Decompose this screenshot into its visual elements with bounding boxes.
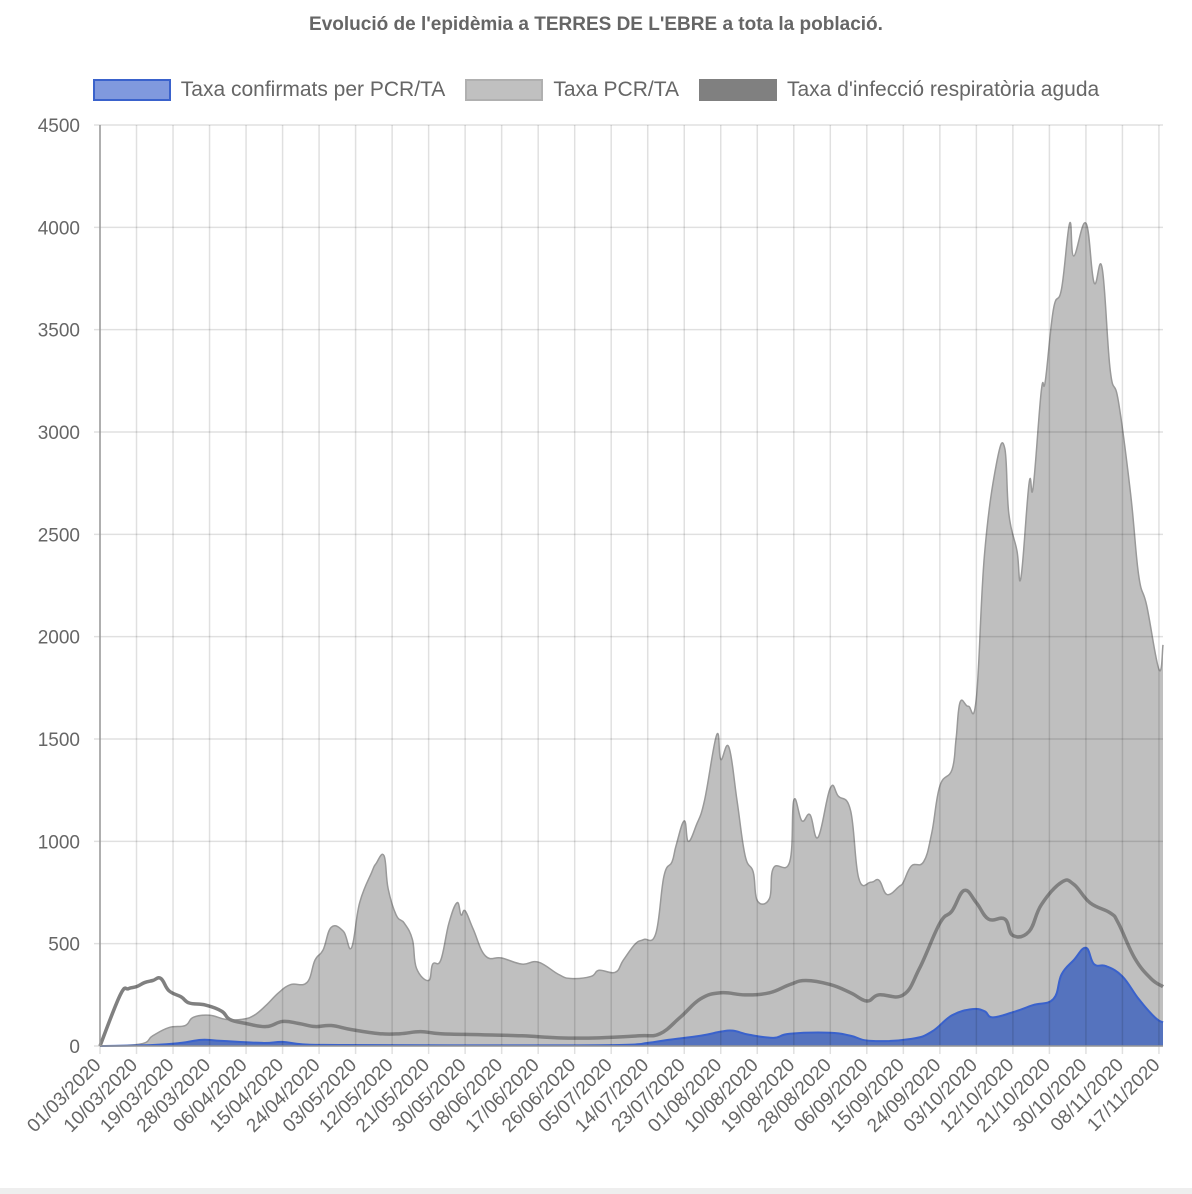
series-line-2 [98, 878, 1164, 1047]
legend-item-pcr[interactable]: Taxa PCR/TA [465, 78, 679, 102]
y-tick-label: 1000 [38, 832, 80, 853]
series-area-0 [100, 222, 1163, 1047]
legend-swatch-confirmed [92, 79, 171, 101]
chart-title: Evolució de l'epidèmia a TERRES DE L'EBR… [309, 14, 883, 35]
legend-swatch-pcr [465, 79, 544, 101]
legend-item-ira[interactable]: Taxa d'infecció respiratòria aguda [698, 78, 1100, 102]
legend-swatch-ira [698, 79, 777, 101]
y-tick-label: 4000 [38, 218, 80, 239]
series-area-1 [100, 947, 1163, 1046]
y-tick-label: 0 [69, 1037, 80, 1058]
y-tick-label: 1500 [38, 730, 80, 751]
legend-item-confirmed[interactable]: Taxa confirmats per PCR/TA [92, 78, 446, 102]
legend: Taxa confirmats per PCR/TA Taxa PCR/TA T… [0, 78, 1192, 102]
series-line-1 [99, 946, 1164, 1047]
series-line-0 [99, 222, 1164, 1047]
y-tick-label: 3000 [38, 423, 80, 444]
legend-label: Taxa confirmats per PCR/TA [180, 78, 446, 101]
y-tick-label: 4500 [38, 116, 80, 137]
y-tick-label: 2000 [38, 628, 80, 649]
legend-label: Taxa d'infecció respiratòria aguda [786, 78, 1100, 101]
y-tick-label: 500 [48, 935, 80, 956]
y-tick-label: 3500 [38, 321, 80, 342]
legend-label: Taxa PCR/TA [553, 78, 679, 101]
scrollbar-track [0, 1188, 1192, 1194]
y-tick-label: 2500 [38, 525, 80, 546]
